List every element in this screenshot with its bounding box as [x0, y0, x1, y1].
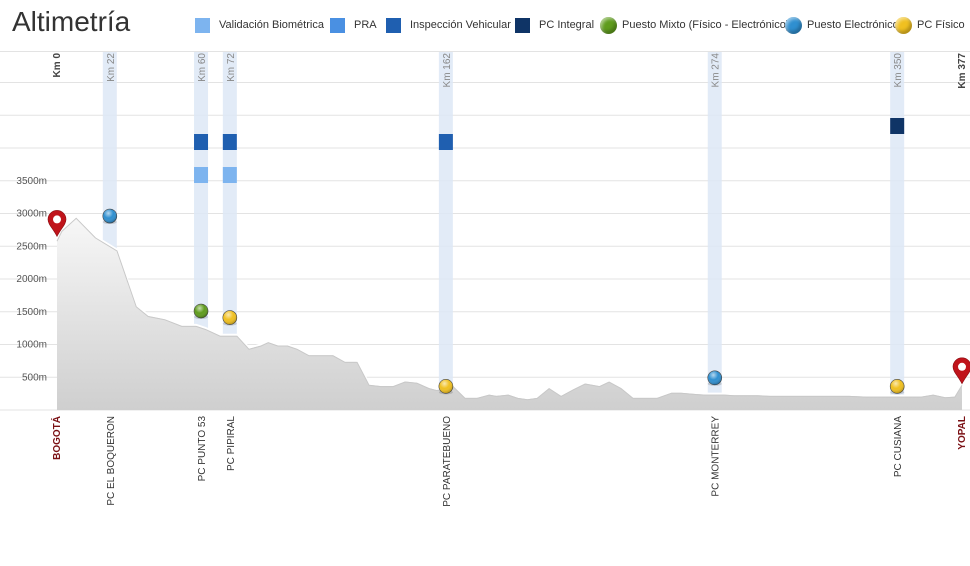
legend-square-icon: [515, 17, 530, 33]
station-marker-shine: [707, 370, 722, 385]
station-marker-shine: [194, 304, 209, 319]
page-title: Altimetría: [12, 6, 131, 37]
legend-label: PRA: [354, 19, 377, 31]
legend-item[interactable]: Validación Biométrica: [195, 15, 324, 35]
km-label: Km 274: [711, 53, 722, 88]
station-label: PC PIPIRAL: [226, 416, 237, 471]
elevation-area: [56, 215, 963, 410]
station-band: [707, 52, 722, 410]
elevation-fill: [57, 216, 962, 410]
legend-label: PC Integral: [539, 19, 595, 31]
service-square: [194, 167, 209, 183]
station-label: PC CUSIANA: [893, 416, 904, 477]
station-label: PC PUNTO 53: [197, 416, 208, 482]
station-marker-shine: [102, 209, 117, 224]
endpoint-label: BOGOTÁ: [50, 416, 63, 460]
service-square: [222, 134, 237, 150]
station-markers: [47, 208, 970, 395]
legend-square-icon: [330, 17, 345, 33]
legend-item[interactable]: PRA: [330, 15, 377, 35]
y-tick-label: 3000m: [16, 209, 47, 220]
y-tick-label: 3500m: [16, 176, 47, 187]
station-marker-shine: [438, 379, 453, 394]
y-tick-label: 1000m: [16, 340, 47, 351]
legend-item[interactable]: PC Integral: [515, 15, 594, 35]
legend-item[interactable]: Inspección Vehicular: [386, 15, 511, 35]
axis-labels: 500m 1000m 1500m 2000m 2500m 3000m 3500m Km 0 BO…: [16, 53, 968, 507]
legend-item[interactable]: Puesto Electrónico: [785, 15, 899, 35]
location-pin-hole: [53, 215, 61, 224]
km-label: Km 72: [226, 53, 237, 82]
km-label: Km 22: [106, 53, 117, 82]
y-tick-label: 2500m: [16, 241, 47, 252]
legend-label: Inspección Vehicular: [410, 19, 511, 31]
service-square: [222, 167, 237, 183]
legend-label: Validación Biométrica: [219, 19, 324, 31]
legend-item[interactable]: PC Físico: [895, 15, 965, 35]
km-label: Km 162: [442, 53, 453, 88]
legend-label: PC Físico: [917, 19, 965, 31]
service-markers: [194, 118, 905, 183]
station-band: [890, 52, 905, 410]
station-label: PC EL BOQUERON: [106, 416, 117, 506]
elevation-line: [56, 215, 963, 400]
km-label: Km 0: [52, 53, 63, 78]
station-label: PC PARATEBUENO: [442, 416, 453, 507]
station-band: [438, 52, 453, 410]
elevation-shadow-line: [56, 217, 963, 401]
service-square: [194, 134, 209, 150]
legend-label: Puesto Electrónico: [807, 19, 899, 31]
legend-marker-icon: [785, 16, 802, 34]
station-label: PC MONTERREY: [711, 416, 722, 497]
legend-square-icon: [195, 17, 210, 33]
km-label: Km 350: [893, 53, 904, 88]
y-tick-label: 1500m: [16, 307, 47, 318]
km-label: Km 60: [197, 53, 208, 82]
legend-marker-icon: [600, 16, 617, 34]
legend-marker-icon: [895, 16, 912, 34]
y-tick-label: 2000m: [16, 274, 47, 285]
endpoint-label: YOPAL: [957, 416, 968, 450]
km-label: Km 377: [957, 53, 968, 89]
service-square: [438, 134, 453, 150]
legend-square-icon: [386, 17, 401, 33]
y-tick-label: 500m: [22, 372, 47, 383]
station-marker-shine: [890, 379, 905, 394]
station-marker-shine: [222, 310, 237, 325]
service-square: [890, 118, 905, 134]
location-pin-hole: [958, 362, 966, 371]
location-pin-icon: [952, 357, 970, 385]
legend-label: Puesto Mixto (Físico - Electrónico): [622, 19, 790, 31]
legend-item[interactable]: Puesto Mixto (Físico - Electrónico): [600, 15, 790, 35]
